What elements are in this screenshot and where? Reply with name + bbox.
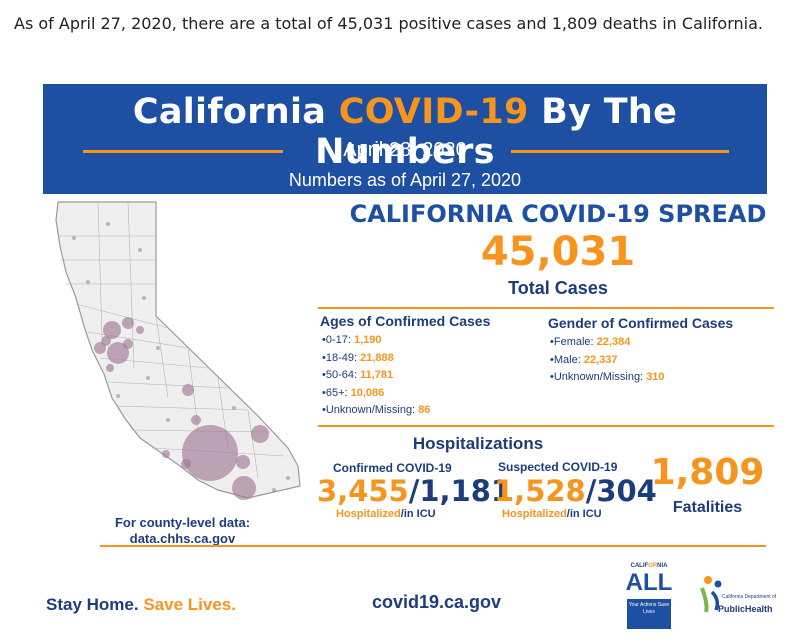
- list-item: Unknown/Missing: 310: [550, 369, 665, 387]
- public-health-figures-icon: [700, 576, 722, 613]
- confirmed-foot-icu: /in ICU: [400, 508, 436, 520]
- stay-home-text: Stay Home.: [46, 595, 139, 614]
- list-item: Male: 22,337: [550, 352, 665, 370]
- title-part-california: California: [132, 92, 327, 132]
- banner-divider-left: [83, 150, 283, 153]
- stay-home-slogan: Stay Home. Save Lives.: [46, 595, 236, 615]
- website-link[interactable]: covid19.ca.gov: [372, 592, 502, 612]
- banner-divider-right: [511, 150, 729, 153]
- confirmed-label: Confirmed COVID-19: [333, 461, 452, 475]
- public-health-name: PublicHealth: [718, 604, 773, 614]
- suspected-hospitalized: 1,528: [494, 474, 586, 508]
- banner-title: California COVID-19 By The Numbers: [43, 92, 767, 172]
- suspected-footnote: Hospitalized/in ICU: [502, 508, 602, 520]
- divider-cases: [318, 307, 774, 309]
- list-item: 65+: 10,086: [322, 385, 430, 403]
- list-item: Unknown/Missing: 86: [322, 402, 431, 420]
- title-banner: California COVID-19 By The Numbers April…: [43, 84, 767, 194]
- total-cases: 45,031: [480, 229, 636, 275]
- small-case-dots: [72, 222, 290, 492]
- gender-list: Female: 22,384 Male: 22,337 Unknown/Miss…: [550, 334, 665, 387]
- confirmed-footnote: Hospitalized/in ICU: [336, 508, 436, 520]
- suspected-numbers: 1,528/304: [494, 474, 657, 508]
- california-all-logo: CALIFORNIA ALL Your Actions Save Lives: [623, 563, 675, 631]
- banner-date: April 28, 2020: [343, 139, 467, 161]
- confirmed-numbers: 3,455/1,181: [317, 474, 511, 508]
- confirmed-hospitalized: 3,455: [317, 474, 409, 508]
- title-part-numbers: By The Numbers: [315, 92, 678, 172]
- fatalities-label: Fatalities: [672, 499, 743, 516]
- intro-text: As of April 27, 2020, there are a total …: [14, 14, 763, 33]
- ages-list: 0-17: 1,190 18-49: 21,888 50-64: 11,781 …: [322, 332, 431, 420]
- ca-all-top: CALIFORNIA: [630, 563, 668, 569]
- spread-heading: CALIFORNIA COVID-19 SPREAD: [349, 200, 767, 228]
- list-item: 50-64: 11,781: [322, 367, 430, 385]
- total-cases-label: Total Cases: [508, 278, 608, 298]
- gender-heading: Gender of Confirmed Cases: [548, 315, 734, 331]
- case-bubbles: [94, 317, 269, 500]
- county-link-url[interactable]: data.chhs.ca.gov: [129, 531, 236, 546]
- public-health-dept: California Department of: [722, 594, 777, 600]
- banner-as-of: Numbers as of April 27, 2020: [288, 170, 522, 190]
- confirmed-foot-hosp: Hospitalized: [336, 508, 401, 520]
- suspected-label: Suspected COVID-19: [498, 460, 618, 474]
- california-outline: [55, 201, 301, 499]
- california-map: [55, 201, 301, 500]
- fatalities-count: 1,809: [650, 452, 765, 493]
- ca-all-word: ALL: [625, 569, 673, 596]
- suspected-icu: 304: [596, 474, 657, 508]
- confirmed-icu: 1,181: [419, 474, 512, 508]
- suspected-slash: /: [585, 474, 597, 508]
- confirmed-slash: /: [408, 474, 420, 508]
- suspected-foot-hosp: Hospitalized: [502, 508, 567, 520]
- list-item: 0-17: 1,190: [322, 332, 430, 350]
- divider-footer: [100, 545, 766, 547]
- ca-all-tagline: Your Actions Save Lives: [627, 599, 671, 629]
- public-health-logo: California Department of PublicHealth: [700, 568, 780, 630]
- county-link[interactable]: For county-level data: data.chhs.ca.gov: [100, 515, 265, 547]
- save-lives-text: Save Lives.: [143, 595, 236, 614]
- hospitalizations-heading: Hospitalizations: [412, 434, 544, 453]
- divider-hosp: [318, 425, 774, 427]
- ages-heading: Ages of Confirmed Cases: [320, 313, 491, 329]
- list-item: Female: 22,384: [550, 334, 665, 352]
- list-item: 18-49: 21,888: [322, 350, 430, 368]
- title-part-covid: COVID-19: [338, 92, 529, 132]
- suspected-foot-icu: /in ICU: [566, 508, 602, 520]
- county-link-label: For county-level data:: [114, 515, 251, 530]
